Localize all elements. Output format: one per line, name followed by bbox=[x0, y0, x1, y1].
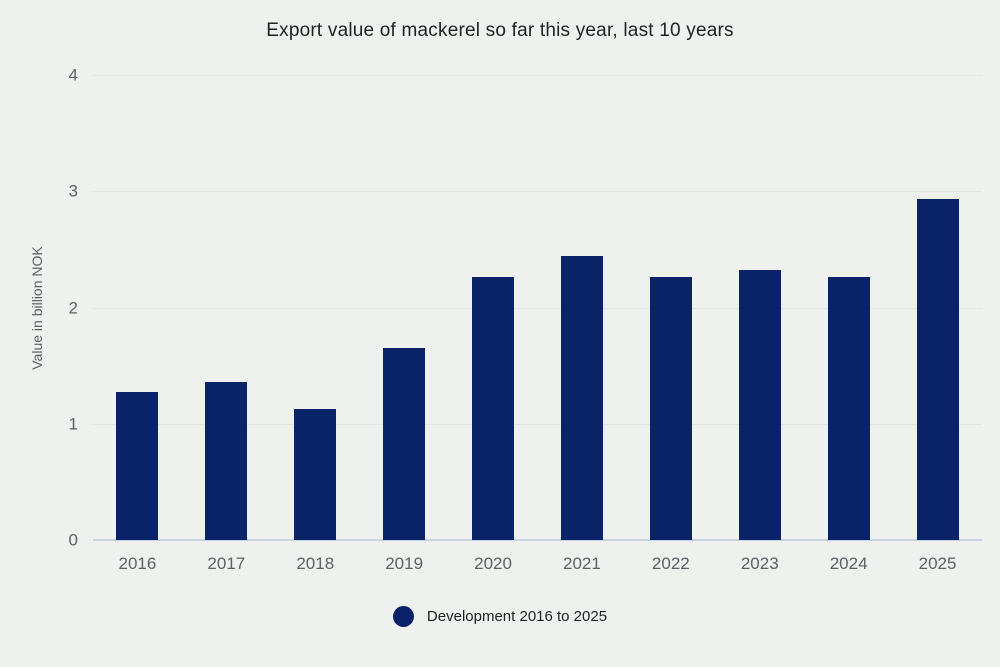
bar-2022[interactable] bbox=[649, 277, 692, 540]
legend-dot-icon bbox=[392, 606, 414, 627]
bar-2024[interactable] bbox=[827, 277, 870, 540]
x-tick-label: 2025 bbox=[918, 554, 957, 573]
y-axis-label: Value in billion NOK bbox=[29, 246, 45, 370]
x-tick-label: 2018 bbox=[296, 554, 335, 573]
x-tick-label: 2021 bbox=[563, 554, 601, 573]
gridline bbox=[93, 307, 982, 309]
chart-title: Export value of mackerel so far this yea… bbox=[266, 20, 734, 41]
gridline bbox=[93, 423, 982, 425]
x-axis-baseline bbox=[93, 539, 982, 541]
x-tick-label: 2019 bbox=[385, 554, 424, 573]
x-tick-label: 2022 bbox=[651, 554, 690, 573]
legend[interactable]: Development 2016 to 2025 bbox=[0, 606, 1000, 627]
bar-2016[interactable] bbox=[116, 392, 159, 540]
gridline bbox=[93, 191, 982, 193]
bar-2023[interactable] bbox=[738, 270, 781, 540]
legend-label: Development 2016 to 2025 bbox=[426, 608, 608, 625]
y-tick-label: 4 bbox=[68, 65, 78, 85]
y-tick-label: 1 bbox=[68, 414, 78, 434]
bar-2020[interactable] bbox=[472, 277, 515, 540]
x-tick-label: 2016 bbox=[118, 554, 157, 573]
bar-2021[interactable] bbox=[560, 256, 603, 540]
x-tick-label: 2020 bbox=[474, 554, 512, 573]
bar-2018[interactable] bbox=[294, 408, 337, 540]
gridline bbox=[93, 75, 982, 76]
bar-2017[interactable] bbox=[205, 381, 248, 540]
y-tick-label: 2 bbox=[68, 298, 78, 317]
x-tick-label: 2024 bbox=[829, 554, 868, 573]
bar-2025[interactable] bbox=[916, 199, 959, 540]
plot-area: 0 1 2 3 4 2016 2017 2018 2019 2020 2021 2022 2023 202… bbox=[69, 67, 982, 573]
y-tick-label: 0 bbox=[68, 530, 78, 550]
x-tick-label: 2017 bbox=[207, 554, 246, 573]
y-tick-label: 3 bbox=[68, 181, 78, 201]
bar-2019[interactable] bbox=[383, 348, 426, 540]
x-tick-label: 2023 bbox=[740, 554, 779, 573]
